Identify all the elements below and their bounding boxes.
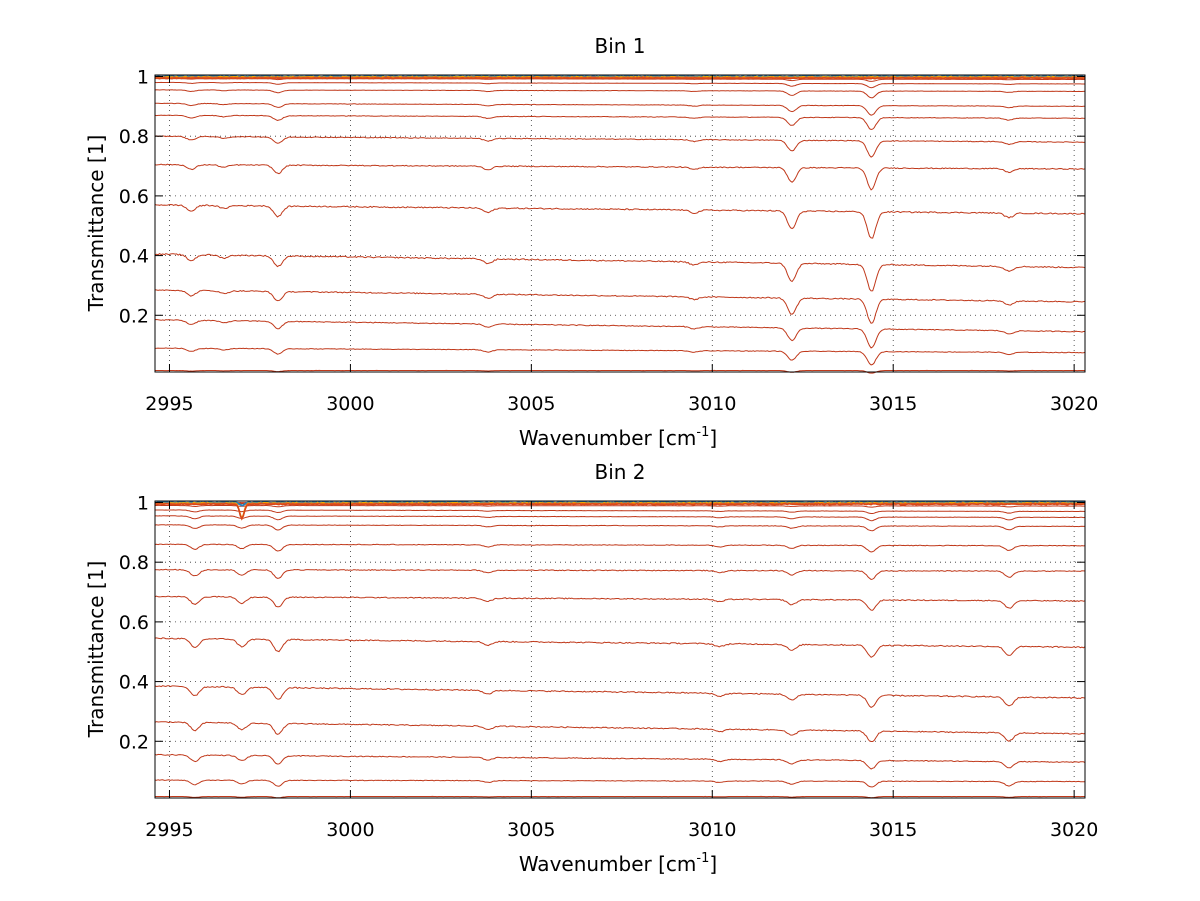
- y-tick-label: 0.4: [119, 672, 149, 694]
- y-axis-label: Transmittance [1]: [84, 135, 108, 313]
- spectrum-line: [154, 524, 1086, 532]
- top-spectrum-line: [154, 502, 1086, 521]
- spectrum-line: [154, 89, 1086, 99]
- x-tick-label: 3000: [326, 819, 374, 841]
- spectrum-line: [154, 114, 1086, 131]
- subplot-bin-2: 2995 3000 3005 3010 3015 3020 0.2 0.4 0.6 0.8 1 Bi…: [84, 460, 1098, 876]
- y-tick-label: 0.2: [119, 305, 149, 327]
- x-axis-label: Wavenumber [cm-1]: [519, 425, 717, 450]
- plot-frame: [154, 74, 1086, 373]
- y-tick-label: 0.8: [119, 126, 149, 148]
- spectrum-line: [154, 779, 1085, 788]
- spectrum-line: [155, 515, 1086, 522]
- spectrum-line: [154, 252, 1086, 292]
- spectrum-line: [154, 289, 1086, 324]
- spectrum-line: [154, 721, 1086, 742]
- top-spectrum-line: [154, 76, 1086, 80]
- spectrum-line: [154, 637, 1086, 658]
- x-axis-label: Wavenumber [cm-1]: [519, 851, 717, 876]
- y-tick-label: 0.6: [119, 612, 149, 634]
- spectrum-line: [154, 135, 1086, 158]
- x-tick-label: 3000: [326, 393, 374, 415]
- spectrum-line: [155, 369, 1086, 374]
- chart-title: Bin 1: [594, 34, 645, 58]
- spectrum-line: [155, 509, 1086, 514]
- x-tick-label: 3005: [507, 819, 555, 841]
- x-tick-label: 3020: [1050, 819, 1098, 841]
- y-tick-label: 0.8: [119, 552, 149, 574]
- spectrum-line: [154, 102, 1085, 116]
- spectrum-line: [154, 543, 1086, 553]
- plot-frame: [154, 500, 1086, 799]
- spectrum-line: [154, 81, 1085, 89]
- axis-ticks: 2995 3000 3005 3010 3015 3020 0.2 0.4 0.6 0.8 1: [119, 66, 1099, 415]
- y-tick-label: 0.4: [119, 246, 149, 268]
- y-axis-label: Transmittance [1]: [84, 561, 108, 739]
- spectrum-line: [154, 347, 1086, 366]
- spectrum-line: [154, 685, 1086, 708]
- x-tick-label: 3010: [688, 393, 736, 415]
- series-group: [154, 500, 1086, 799]
- subplot-bin-1: 2995 3000 3005 3010 3015 3020 0.2 0.4 0.6 0.8 1 Bi…: [84, 34, 1098, 450]
- spectrum-line: [154, 753, 1086, 770]
- axis-ticks: 2995 3000 3005 3010 3015 3020 0.2 0.4 0.6 0.8 1: [119, 492, 1099, 841]
- x-tick-label: 2995: [145, 819, 193, 841]
- spectrum-line: [154, 163, 1086, 191]
- y-tick-label: 1: [137, 66, 149, 88]
- y-tick-label: 0.6: [119, 186, 149, 208]
- x-tick-label: 3020: [1050, 393, 1098, 415]
- x-tick-label: 2995: [145, 393, 193, 415]
- plot-area-background: [155, 75, 1085, 372]
- x-tick-label: 3015: [869, 393, 917, 415]
- spectrum-line: [155, 504, 1085, 508]
- chart-title: Bin 2: [594, 460, 645, 484]
- plot-area-background: [155, 501, 1085, 798]
- y-tick-label: 1: [137, 492, 149, 514]
- x-tick-label: 3010: [688, 819, 736, 841]
- spectrum-line: [155, 795, 1085, 799]
- y-tick-label: 0.2: [119, 731, 149, 753]
- series-group: [154, 74, 1086, 374]
- spectrum-line: [154, 203, 1086, 239]
- spectrum-line: [154, 318, 1085, 349]
- spectrum-line: [154, 595, 1086, 611]
- spectrum-line: [154, 568, 1086, 581]
- x-tick-label: 3005: [507, 393, 555, 415]
- x-tick-label: 3015: [869, 819, 917, 841]
